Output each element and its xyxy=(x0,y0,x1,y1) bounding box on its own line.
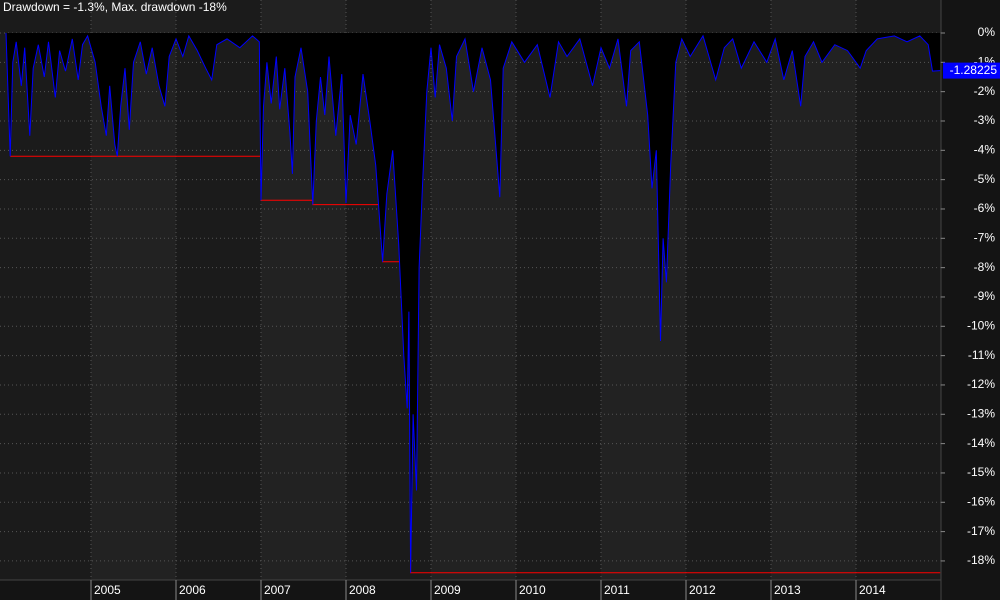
x-tick-label: 2005 xyxy=(94,583,121,597)
drawdown-line xyxy=(5,32,941,573)
x-tick-label: 2012 xyxy=(689,583,716,597)
y-tick-label: -7% xyxy=(974,230,996,244)
plot-area xyxy=(0,0,941,580)
y-tick-label: -8% xyxy=(974,260,996,274)
x-tick-label: 2009 xyxy=(434,583,461,597)
x-tick-label: 2008 xyxy=(349,583,376,597)
year-band xyxy=(261,0,346,580)
y-tick-label: -13% xyxy=(967,406,995,420)
x-tick-label: 2007 xyxy=(264,583,291,597)
y-tick-label: -12% xyxy=(967,377,995,391)
x-tick-label: 2006 xyxy=(179,583,206,597)
y-tick-label: -18% xyxy=(967,553,995,567)
y-tick-label: -16% xyxy=(967,494,995,508)
y-tick-label: -11% xyxy=(968,348,995,362)
y-tick-label: -15% xyxy=(967,465,995,479)
year-band xyxy=(176,0,261,580)
y-tick-label: -3% xyxy=(974,113,996,127)
y-tick-label: 0% xyxy=(978,25,996,39)
drawdown-area xyxy=(6,32,941,573)
x-tick-label: 2010 xyxy=(519,583,546,597)
y-tick-label: -2% xyxy=(974,84,996,98)
year-band xyxy=(0,0,91,580)
year-band xyxy=(856,0,941,580)
year-band xyxy=(686,0,771,580)
year-band xyxy=(516,0,601,580)
year-band xyxy=(771,0,856,580)
y-tick-label: -4% xyxy=(974,142,996,156)
last-value-box xyxy=(943,62,1000,79)
y-tick-label: -5% xyxy=(974,172,996,186)
chart-title: Drawdown = -1.3%, Max. drawdown -18% xyxy=(3,0,227,14)
x-tick-label: 2014 xyxy=(859,583,886,597)
y-tick-label: -10% xyxy=(967,318,995,332)
y-tick-label: -9% xyxy=(974,289,996,303)
x-tick-label: 2013 xyxy=(774,583,801,597)
y-tick-label: -17% xyxy=(967,524,995,538)
y-tick-label: -14% xyxy=(967,436,995,450)
x-tick-label: 2011 xyxy=(604,583,630,597)
y-tick-label: -6% xyxy=(974,201,996,215)
last-value-label: -1.28225 xyxy=(950,63,998,77)
